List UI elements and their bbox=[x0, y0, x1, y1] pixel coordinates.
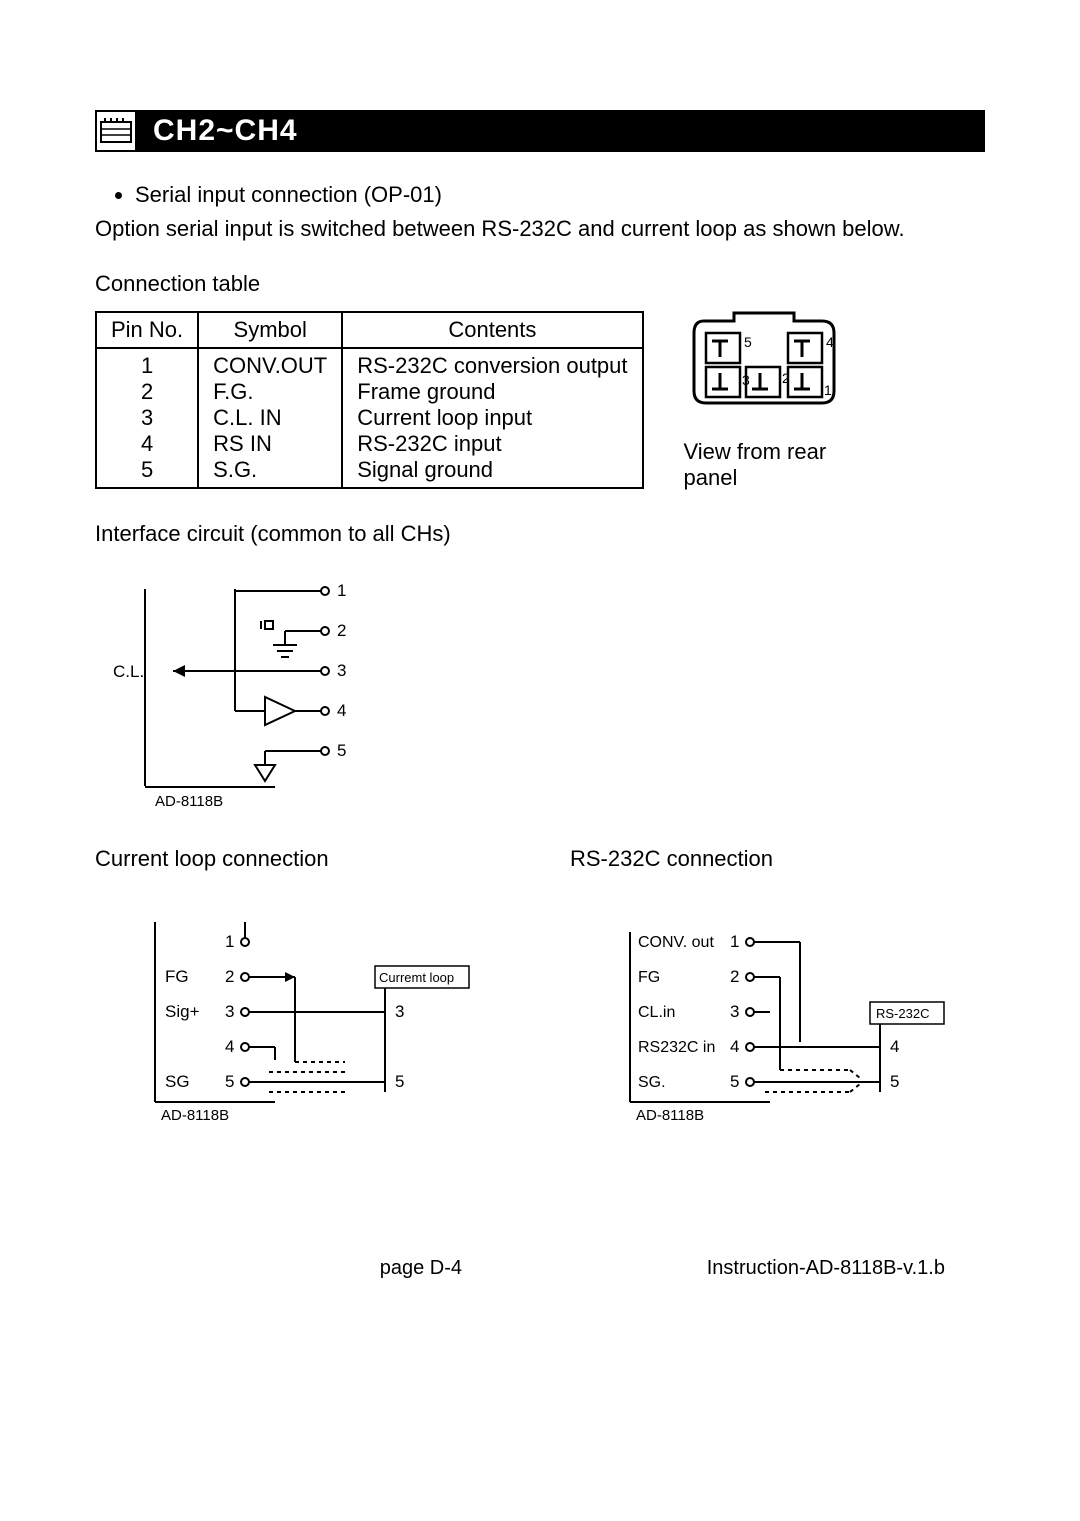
current-loop-column: Current loop connection AD-8118B 1 2 3 4 bbox=[95, 846, 510, 1137]
device-label: AD-8118B bbox=[155, 793, 223, 810]
svg-text:RS-232C: RS-232C bbox=[876, 1006, 929, 1021]
cell: RS IN bbox=[213, 431, 327, 457]
svg-text:2: 2 bbox=[337, 621, 346, 640]
svg-text:SG.: SG. bbox=[638, 1074, 666, 1091]
cell: RS-232C input bbox=[357, 431, 627, 457]
svg-text:5: 5 bbox=[395, 1072, 404, 1091]
svg-text:AD-8118B: AD-8118B bbox=[161, 1107, 229, 1124]
connector-pin-label: 2 bbox=[782, 370, 790, 386]
svg-text:RS232C in: RS232C in bbox=[638, 1039, 715, 1056]
col-contents: Contents bbox=[342, 312, 642, 348]
cell: C.L. IN bbox=[213, 405, 327, 431]
connection-table-heading: Connection table bbox=[95, 271, 985, 297]
connector-pin-label: 4 bbox=[826, 334, 834, 350]
svg-text:2: 2 bbox=[730, 967, 739, 986]
interface-circuit-diagram: AD-8118B 1 2 3 4 5 bbox=[95, 561, 985, 816]
intro-text: Option serial input is switched between … bbox=[95, 214, 985, 244]
footer-page-number: page D-4 bbox=[380, 1257, 462, 1280]
svg-text:Curremt loop: Curremt loop bbox=[379, 970, 454, 985]
col-pin-no: Pin No. bbox=[96, 312, 198, 348]
section-header: CH2~CH4 bbox=[95, 110, 985, 152]
cell: CONV.OUT bbox=[213, 353, 327, 379]
svg-text:3: 3 bbox=[337, 661, 346, 680]
interface-heading: Interface circuit (common to all CHs) bbox=[95, 521, 985, 547]
current-loop-heading: Current loop connection bbox=[95, 846, 510, 872]
table-and-connector-row: Pin No. Symbol Contents 1 2 3 4 5 CONV.O… bbox=[95, 311, 985, 491]
svg-text:CONV. out: CONV. out bbox=[638, 934, 714, 951]
connector-pin-label: 1 bbox=[824, 382, 832, 398]
connection-table: Pin No. Symbol Contents 1 2 3 4 5 CONV.O… bbox=[95, 311, 644, 489]
cell: F.G. bbox=[213, 379, 327, 405]
svg-text:5: 5 bbox=[225, 1072, 234, 1091]
connector-pin-label: 3 bbox=[742, 372, 750, 388]
col-symbol: Symbol bbox=[198, 312, 342, 348]
svg-text:1: 1 bbox=[225, 932, 234, 951]
svg-text:Sig+: Sig+ bbox=[165, 1002, 200, 1021]
section-title: CH2~CH4 bbox=[145, 114, 298, 148]
cell: 1 bbox=[111, 353, 183, 379]
cell: Frame ground bbox=[357, 379, 627, 405]
rs232c-column: RS-232C connection AD-8118B 1 2 3 4 bbox=[570, 846, 985, 1137]
connector-pin-label: 5 bbox=[744, 334, 752, 350]
svg-text:4: 4 bbox=[337, 701, 346, 720]
svg-text:5: 5 bbox=[337, 741, 346, 760]
connector-caption: panel bbox=[684, 465, 844, 491]
svg-text:SG: SG bbox=[165, 1072, 190, 1091]
cell: 5 bbox=[111, 457, 183, 483]
cell: Signal ground bbox=[357, 457, 627, 483]
connector-diagram: 5 4 3 2 1 bbox=[684, 311, 844, 431]
svg-text:3: 3 bbox=[225, 1002, 234, 1021]
svg-text:1: 1 bbox=[730, 932, 739, 951]
svg-text:AD-8118B: AD-8118B bbox=[636, 1107, 704, 1124]
cell: 2 bbox=[111, 379, 183, 405]
svg-text:1: 1 bbox=[337, 581, 346, 600]
svg-text:4: 4 bbox=[890, 1037, 899, 1056]
rs232c-heading: RS-232C connection bbox=[570, 846, 985, 872]
cell: Current loop input bbox=[357, 405, 627, 431]
cell: 4 bbox=[111, 431, 183, 457]
page-footer: page D-4 Instruction-AD-8118B-v.1.b bbox=[95, 1257, 985, 1280]
intro-block: Serial input connection (OP-01) Option s… bbox=[95, 180, 985, 243]
svg-text:CL.in: CL.in bbox=[638, 1004, 675, 1021]
svg-text:3: 3 bbox=[730, 1002, 739, 1021]
table-row: 1 2 3 4 5 CONV.OUT F.G. C.L. IN RS IN S.… bbox=[96, 348, 643, 488]
connector-view: 5 4 3 2 1 View from rear panel bbox=[684, 311, 844, 491]
cell: RS-232C conversion output bbox=[357, 353, 627, 379]
cell: 3 bbox=[111, 405, 183, 431]
document-page: CH2~CH4 Serial input connection (OP-01) … bbox=[0, 0, 1080, 1320]
svg-text:4: 4 bbox=[730, 1037, 739, 1056]
section-icon bbox=[95, 110, 137, 152]
svg-text:2: 2 bbox=[225, 967, 234, 986]
rs232c-diagram: AD-8118B 1 2 3 4 5 CONV. out FG CL.in bbox=[570, 902, 970, 1132]
intro-bullet: Serial input connection (OP-01) bbox=[135, 180, 985, 210]
svg-text:4: 4 bbox=[225, 1037, 234, 1056]
svg-text:FG: FG bbox=[165, 967, 189, 986]
connector-caption: View from rear bbox=[684, 439, 844, 465]
connection-diagrams-row: Current loop connection AD-8118B 1 2 3 4 bbox=[95, 846, 985, 1137]
cell: S.G. bbox=[213, 457, 327, 483]
svg-text:3: 3 bbox=[395, 1002, 404, 1021]
current-loop-diagram: AD-8118B 1 2 3 4 5 FG Sig+ bbox=[95, 902, 475, 1132]
cl-label: C.L. bbox=[113, 662, 144, 681]
footer-doc-id: Instruction-AD-8118B-v.1.b bbox=[707, 1257, 945, 1280]
svg-text:FG: FG bbox=[638, 969, 660, 986]
svg-text:5: 5 bbox=[890, 1072, 899, 1091]
svg-text:5: 5 bbox=[730, 1072, 739, 1091]
